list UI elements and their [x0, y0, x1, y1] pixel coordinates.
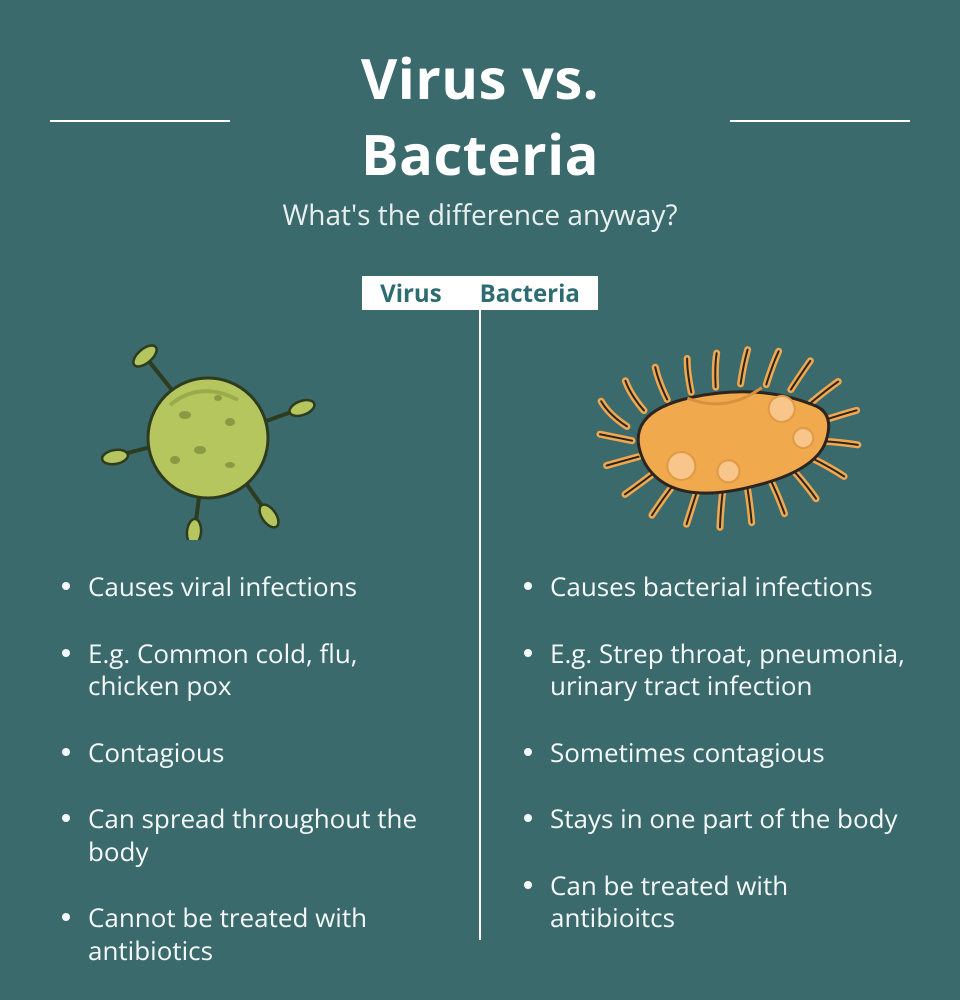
- virus-label: Virus: [362, 276, 460, 310]
- bacteria-illustration: [522, 330, 910, 540]
- label-box: Virus Bacteria: [362, 276, 598, 310]
- page-title: Virus vs. Bacteria: [260, 40, 700, 192]
- bacteria-points: Causes bacterial infections E.g. Strep t…: [522, 570, 910, 934]
- list-item: Cannot be treated with antibiotics: [60, 901, 448, 966]
- virus-icon: [100, 330, 320, 540]
- list-item: Causes bacterial infections: [522, 570, 910, 603]
- list-item: Causes viral infections: [60, 570, 448, 603]
- virus-points: Causes viral infections E.g. Common cold…: [60, 570, 448, 966]
- list-item: Can be treated with antibioitcs: [522, 869, 910, 934]
- page-subtitle: What's the difference anyway?: [50, 196, 910, 234]
- column-labels: Virus Bacteria: [50, 276, 910, 310]
- title-rule-right: [730, 120, 910, 122]
- list-item: Stays in one part of the body: [522, 802, 910, 835]
- list-item: E.g. Common cold, flu, chicken pox: [60, 637, 448, 702]
- bacteria-column: Causes bacterial infections E.g. Strep t…: [480, 310, 910, 1000]
- columns: Causes viral infections E.g. Common cold…: [50, 310, 910, 1000]
- list-item: Sometimes contagious: [522, 736, 910, 769]
- header: Virus vs. Bacteria What's the difference…: [50, 40, 910, 234]
- infographic-container: Virus vs. Bacteria What's the difference…: [0, 0, 960, 959]
- bacteria-label: Bacteria: [462, 276, 598, 310]
- virus-column: Causes viral infections E.g. Common cold…: [50, 310, 480, 1000]
- title-rule-left: [50, 120, 230, 122]
- list-item: E.g. Strep throat, pneumonia, urinary tr…: [522, 637, 910, 702]
- list-item: Can spread throughout the body: [60, 802, 448, 867]
- center-divider: [479, 310, 481, 940]
- title-row: Virus vs. Bacteria: [50, 40, 910, 192]
- list-item: Contagious: [60, 736, 448, 769]
- virus-illustration: [60, 330, 448, 540]
- bacteria-icon: [571, 335, 891, 535]
